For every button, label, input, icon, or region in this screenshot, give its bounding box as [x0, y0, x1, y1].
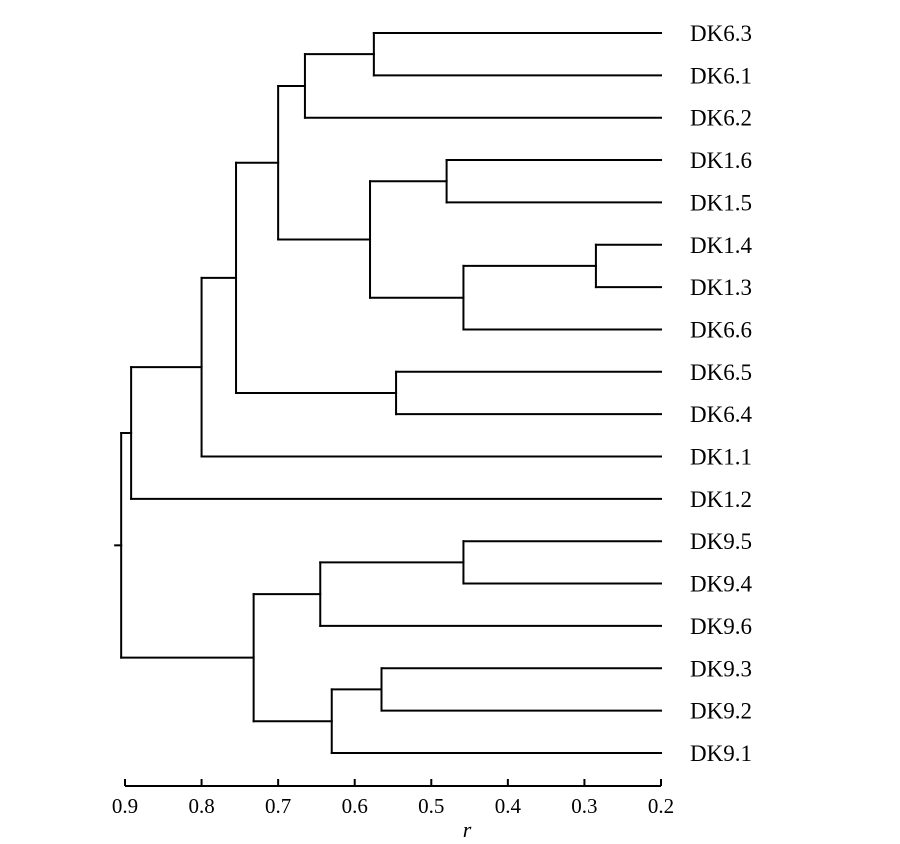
- axis-title: r: [463, 817, 472, 842]
- axis-tick-label-0-3: 0.3: [571, 794, 597, 818]
- leaf-label-dk9-6: DK9.6: [690, 614, 752, 639]
- leaf-label-dk1-2: DK1.2: [690, 487, 752, 512]
- leaf-label-dk9-3: DK9.3: [690, 656, 752, 681]
- axis-tick-label-0-2: 0.2: [648, 794, 674, 818]
- leaf-label-dk1-1: DK1.1: [690, 445, 752, 470]
- leaf-label-dk9-4: DK9.4: [690, 572, 752, 597]
- leaf-label-dk1-5: DK1.5: [690, 190, 752, 215]
- axis-tick-label-0-4: 0.4: [495, 794, 522, 818]
- leaf-label-dk6-5: DK6.5: [690, 360, 752, 385]
- leaf-label-dk9-1: DK9.1: [690, 741, 752, 766]
- axis-tick-label-0-8: 0.8: [188, 794, 214, 818]
- axis-tick-label-0-5: 0.5: [418, 794, 444, 818]
- leaf-labels: DK6.3 DK6.1 DK6.2 DK1.6 DK1.5 DK1.4 DK1.3 DK6.6…: [690, 21, 752, 766]
- axis-tick-label-0-6: 0.6: [342, 794, 368, 818]
- leaf-label-dk6-4: DK6.4: [690, 402, 752, 427]
- leaf-label-dk9-2: DK9.2: [690, 699, 752, 724]
- leaf-label-dk6-1: DK6.1: [690, 63, 752, 88]
- leaf-label-dk9-5: DK9.5: [690, 529, 752, 554]
- axis-ticks: [124, 779, 662, 786]
- dendrogram-branches: [114, 32, 662, 754]
- leaf-label-dk1-6: DK1.6: [690, 148, 752, 173]
- axis-tick-label-0-9: 0.9: [112, 794, 138, 818]
- leaf-label-dk1-3: DK1.3: [690, 275, 752, 300]
- axis-tick-label-0-7: 0.7: [265, 794, 291, 818]
- r-axis: 0.9 0.8 0.7 0.6 0.5 0.4 0.3 0.2 r: [112, 779, 674, 842]
- leaf-label-dk1-4: DK1.4: [690, 233, 752, 258]
- leaf-label-dk6-6: DK6.6: [690, 317, 752, 342]
- leaf-label-dk6-2: DK6.2: [690, 106, 752, 131]
- leaf-label-dk6-3: DK6.3: [690, 21, 752, 46]
- axis-tick-labels: 0.9 0.8 0.7 0.6 0.5 0.4 0.3 0.2: [112, 794, 674, 818]
